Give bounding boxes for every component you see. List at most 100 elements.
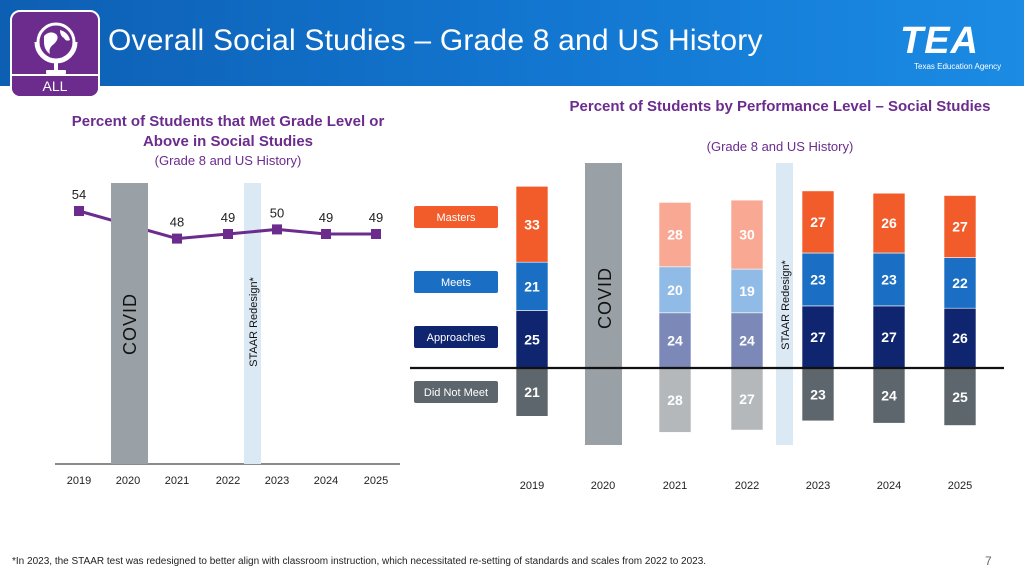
series-line-segment [276, 227, 327, 236]
bar-masters [515, 186, 549, 263]
x-tick-label: 2021 [165, 475, 189, 487]
bar-meets [515, 261, 549, 311]
bar-did-not-meet [943, 367, 977, 426]
covid-band [111, 183, 148, 464]
header-bar: Overall Social Studies – Grade 8 and US … [0, 0, 1024, 86]
bar-did-not-meet [872, 367, 906, 424]
redesign-band [244, 183, 261, 464]
globe-icon [34, 22, 78, 74]
data-label: 54 [72, 187, 86, 202]
data-label: 49 [369, 210, 383, 225]
bar-meets [872, 252, 906, 307]
series-line-segment [227, 227, 278, 236]
data-point [74, 206, 84, 216]
bar-approaches [943, 307, 977, 369]
x-tick-label: 2024 [877, 480, 901, 492]
bar-approaches [872, 305, 906, 369]
bar-masters [872, 192, 906, 254]
tea-logo: TEA Texas Education Agency [900, 20, 1004, 71]
legend-swatch [414, 326, 498, 348]
series-line-segment [176, 232, 229, 241]
redesign-band [776, 163, 793, 445]
bar-approaches [801, 305, 835, 369]
bar-masters [658, 202, 692, 268]
data-point [172, 233, 182, 244]
bar-value-label: 27 [739, 391, 755, 407]
bar-approaches [730, 312, 764, 369]
tea-logo-text: TEA [900, 20, 979, 62]
badge-label: ALL [12, 74, 98, 96]
x-tick-label: 2019 [520, 480, 544, 492]
bar-value-label: 28 [667, 392, 683, 408]
redesign-label: STAAR Redesign* [780, 259, 792, 349]
x-tick-label: 2022 [735, 480, 759, 492]
data-point [272, 224, 282, 235]
subject-badge: ALL [10, 10, 100, 98]
bar-value-label: 27 [810, 214, 826, 230]
x-tick-label: 2020 [116, 475, 140, 487]
bar-value-label: 28 [667, 227, 683, 243]
data-label: 48 [170, 215, 184, 230]
left-chart-subtitle: (Grade 8 and US History) [154, 153, 302, 168]
bar-value-label: 27 [810, 329, 826, 345]
covid-label: COVID [595, 267, 615, 329]
tea-logo-subtitle: Texas Education Agency [914, 62, 1002, 71]
bar-value-label: 21 [524, 278, 540, 294]
bar-value-label: 24 [667, 332, 683, 348]
bar-did-not-meet [515, 367, 549, 417]
bar-value-label: 23 [810, 386, 826, 402]
bar-value-label: 25 [524, 331, 540, 347]
covid-band [585, 163, 622, 445]
legend-label: Did Not Meet [424, 387, 488, 399]
covid-label: COVID [120, 293, 140, 355]
x-tick-label: 2019 [67, 475, 91, 487]
x-tick-label: 2025 [364, 475, 388, 487]
bar-value-label: 26 [881, 215, 897, 231]
right-chart-title: Percent of Students by Performance Level… [569, 98, 991, 115]
bar-value-label: 30 [739, 227, 755, 243]
data-point [371, 229, 381, 239]
legend-swatch [414, 271, 498, 293]
bar-value-label: 25 [952, 389, 968, 405]
data-point [223, 229, 233, 239]
left-chart-title: Percent of Students that Met Grade Level… [71, 113, 385, 150]
x-tick-label: 2021 [663, 480, 687, 492]
bar-did-not-meet [658, 367, 692, 433]
bar-value-label: 33 [524, 216, 540, 232]
bar-value-label: 21 [524, 384, 540, 400]
bar-approaches [658, 312, 692, 369]
legend-label: Meets [441, 277, 471, 289]
x-tick-label: 2020 [591, 480, 615, 492]
bar-value-label: 19 [739, 283, 755, 299]
redesign-label: STAAR Redesign* [248, 276, 260, 366]
x-tick-label: 2024 [314, 475, 338, 487]
bar-masters [801, 190, 835, 254]
bar-meets [730, 268, 764, 314]
bar-value-label: 20 [667, 282, 683, 298]
data-label: 49 [221, 210, 235, 225]
bar-meets [801, 252, 835, 307]
bar-value-label: 23 [881, 271, 897, 287]
footnote: *In 2023, the STAAR test was redesigned … [12, 556, 707, 567]
page-number: 7 [985, 554, 992, 568]
legend-label: Masters [436, 212, 476, 224]
bar-meets [658, 266, 692, 314]
bar-value-label: 23 [810, 271, 826, 287]
data-label: 49 [319, 210, 333, 225]
bar-meets [943, 257, 977, 309]
x-tick-label: 2023 [806, 480, 830, 492]
legend-swatch [414, 381, 498, 403]
bar-value-label: 26 [952, 330, 968, 346]
page-title: Overall Social Studies – Grade 8 and US … [108, 24, 763, 57]
legend-label: Approaches [427, 332, 486, 344]
legend-swatch [414, 206, 498, 228]
x-tick-label: 2025 [948, 480, 972, 492]
x-tick-label: 2022 [216, 475, 240, 487]
bar-value-label: 27 [952, 219, 968, 235]
bar-approaches [515, 310, 549, 369]
data-point [321, 229, 331, 239]
bar-value-label: 22 [952, 275, 968, 291]
data-label: 50 [270, 205, 284, 220]
